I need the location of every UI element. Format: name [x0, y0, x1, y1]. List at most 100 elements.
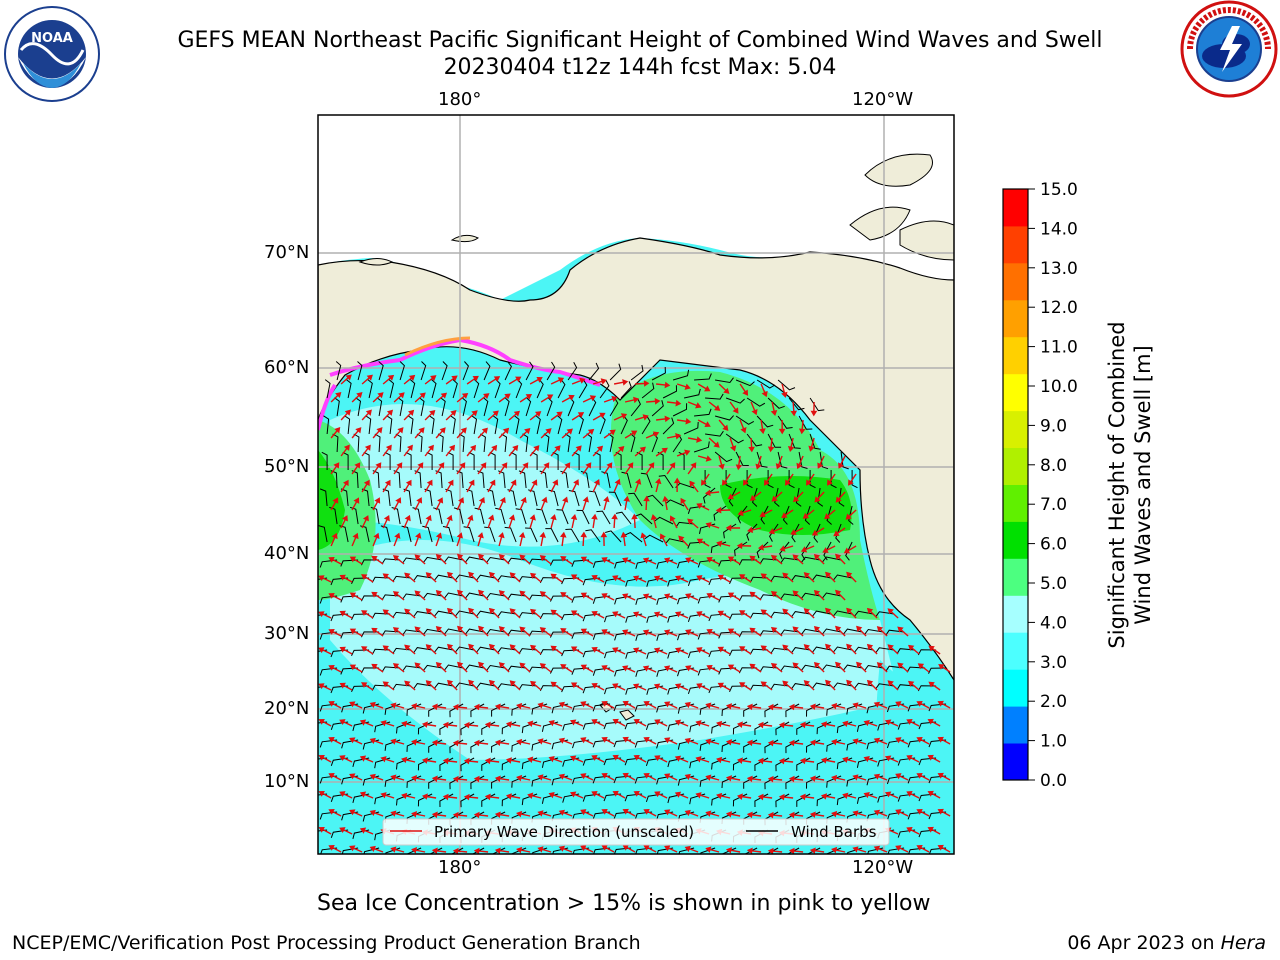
wave-arrow — [663, 629, 678, 637]
wave-arrow — [380, 792, 395, 799]
wave-arrow — [403, 479, 412, 493]
wind-barb — [798, 451, 808, 469]
wave-arrow — [687, 401, 702, 409]
wave-arrow — [846, 679, 857, 691]
wind-barb — [840, 451, 849, 470]
wind-barb — [746, 523, 758, 541]
wind-barb — [607, 433, 614, 453]
wind-barb — [492, 415, 499, 435]
wind-barb — [767, 470, 774, 489]
wave-arrow — [706, 593, 720, 601]
wave-arrow — [435, 427, 446, 439]
wave-arrow — [340, 515, 348, 529]
wave-arrow — [746, 847, 762, 854]
wave-arrow — [580, 845, 594, 853]
wave-arrow — [463, 793, 479, 801]
wave-arrow — [558, 845, 573, 853]
wave-arrow — [550, 377, 565, 385]
wave-arrow — [488, 571, 500, 583]
wave-arrow — [778, 721, 794, 729]
wave-arrow — [635, 380, 650, 387]
wind-barb — [822, 664, 842, 671]
wave-arrow — [725, 703, 741, 710]
wave-arrow — [580, 664, 594, 673]
wind-barb — [752, 487, 758, 507]
wind-barb — [812, 682, 832, 689]
wave-arrow — [838, 455, 846, 469]
colorbar-swatch — [1003, 410, 1028, 448]
wave-arrow — [727, 664, 741, 673]
wind-barb — [484, 526, 496, 543]
footer-date: 06 Apr 2023 on — [1067, 932, 1221, 954]
wave-arrow — [550, 411, 563, 421]
wave-arrow — [622, 665, 636, 673]
wave-arrow — [835, 589, 846, 601]
wave-arrow — [705, 522, 720, 529]
wind-barb — [565, 528, 580, 543]
wave-arrow — [656, 415, 671, 423]
wave-arrow — [382, 609, 395, 619]
wave-arrow — [445, 444, 456, 457]
wave-arrow — [487, 514, 495, 529]
wave-arrow — [442, 757, 458, 765]
wave-arrow — [746, 811, 762, 819]
wind-barb — [442, 526, 454, 543]
wind-barb — [609, 363, 622, 381]
wind-barb — [715, 377, 734, 384]
wind-barb — [357, 361, 363, 381]
wave-arrow — [788, 847, 804, 854]
wave-arrow — [516, 774, 531, 782]
wind-barb — [557, 379, 566, 399]
wave-arrow — [674, 611, 689, 619]
wave-arrow — [813, 589, 825, 601]
wave-arrow — [825, 679, 836, 691]
wave-arrow — [537, 738, 552, 745]
wave-arrow — [540, 394, 554, 403]
wave-arrow — [678, 535, 689, 547]
wind-barb — [641, 415, 651, 435]
wave-arrow — [798, 419, 806, 435]
wave-arrow — [781, 509, 794, 518]
wind-barb — [434, 682, 454, 689]
wave-arrow — [767, 703, 783, 711]
wave-arrow — [634, 414, 649, 421]
colorbar-swatch — [1003, 189, 1028, 227]
wave-arrow — [852, 702, 867, 709]
wind-barb — [455, 610, 475, 617]
wave-arrow — [663, 593, 678, 601]
wave-arrow — [330, 497, 339, 511]
wave-arrow — [435, 532, 443, 547]
wave-arrow — [488, 643, 500, 655]
wave-arrow — [478, 589, 489, 601]
wave-arrow — [380, 756, 395, 763]
wave-arrow — [494, 739, 510, 747]
wind-barb — [525, 397, 532, 417]
wave-arrow — [642, 557, 657, 565]
wave-arrow — [787, 437, 795, 453]
wave-arrow — [558, 737, 573, 745]
colorbar-tick-label: 15.0 — [1040, 180, 1078, 200]
wave-arrow — [452, 739, 468, 747]
wave-arrow — [696, 538, 710, 547]
wave-arrow — [371, 627, 384, 637]
wave-arrow — [643, 845, 657, 853]
wind-barb — [578, 415, 584, 435]
wave-arrow — [361, 682, 374, 691]
wave-arrow — [519, 626, 531, 637]
wave-arrow — [739, 610, 752, 619]
wave-arrow — [803, 572, 815, 583]
legend-wave-label: Primary Wave Direction (unscaled) — [434, 823, 694, 841]
wave-arrow — [613, 379, 629, 386]
colorbar-swatch — [1003, 558, 1028, 596]
wave-arrow — [655, 447, 668, 457]
wave-arrow — [846, 643, 857, 655]
wind-barb — [833, 610, 853, 617]
wind-barb — [486, 556, 506, 563]
wave-arrow — [550, 514, 557, 529]
wave-arrow — [435, 553, 447, 565]
wave-arrow — [611, 513, 618, 529]
wave-arrow — [580, 531, 588, 547]
wave-arrow — [612, 754, 626, 763]
wave-arrow — [717, 646, 731, 655]
wave-arrow — [684, 701, 699, 709]
